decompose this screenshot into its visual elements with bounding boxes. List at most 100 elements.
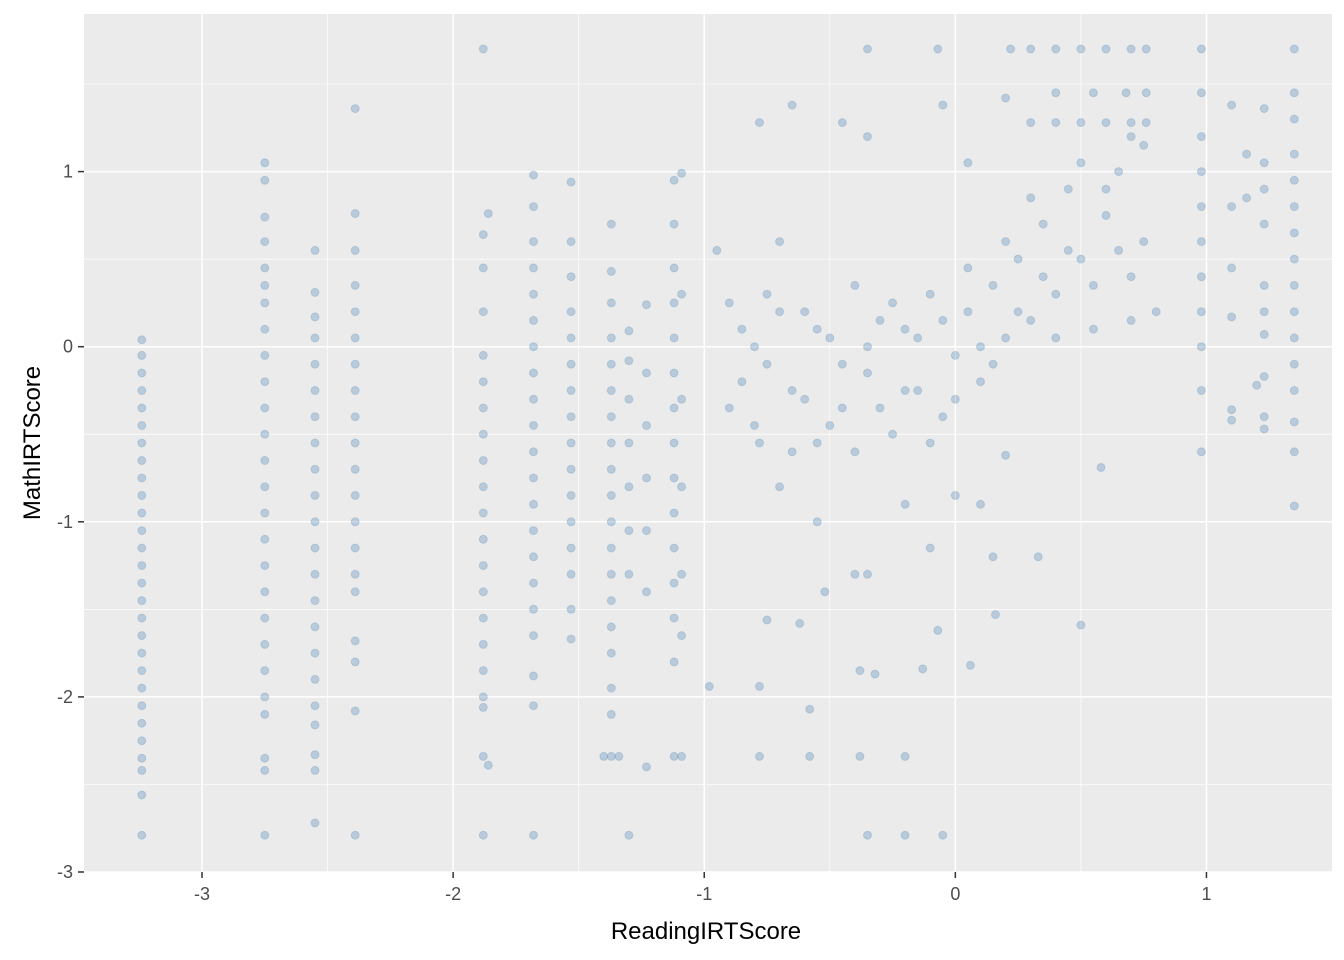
data-point [260,709,270,719]
data-point [1289,417,1299,427]
minor-gridlines [84,14,1332,872]
data-point [855,751,865,761]
data-point [566,307,576,317]
data-point [260,403,270,413]
data-point [1076,620,1086,630]
data-point [310,543,320,553]
data-point [1227,100,1237,110]
data-point [1088,324,1098,334]
data-point [137,335,147,345]
data-point [478,534,488,544]
data-point [737,324,747,334]
data-point [350,636,360,646]
data-point [1076,254,1086,264]
data-point [1259,184,1269,194]
data-point [310,333,320,343]
data-point [669,175,679,185]
data-point [350,386,360,395]
data-point [988,280,998,290]
data-point [137,765,147,775]
data-point [755,118,764,128]
data-point [1038,272,1048,282]
data-point [260,561,270,571]
data-point [606,219,616,229]
data-point [529,552,538,562]
data-point [677,751,687,761]
y-tick-label: -3 [57,862,73,882]
data-point [1126,315,1136,325]
data-point [350,491,360,500]
data-point [712,245,722,255]
data-point [606,386,616,395]
data-point [260,508,270,518]
x-tick-label: -3 [194,884,210,904]
data-point [1114,245,1124,255]
data-point [938,315,948,325]
y-tick-label: -1 [57,512,73,532]
data-point [137,543,147,553]
data-point [863,830,872,840]
data-point [478,263,488,273]
data-point [976,377,985,387]
data-point [677,394,687,404]
data-point [260,280,270,290]
x-axis: -3 -2 -1 0 1 [194,872,1211,904]
data-point [950,350,960,360]
data-point [478,350,488,360]
data-point [624,438,634,448]
data-point [938,830,948,840]
data-point [988,552,998,562]
data-point [1259,412,1269,422]
data-point [483,209,493,219]
data-point [310,412,320,422]
data-point [1289,501,1299,511]
data-point [1242,193,1252,203]
data-point [566,438,576,448]
data-point [775,482,785,492]
data-point [669,333,679,343]
data-point [260,212,270,222]
major-gridlines [84,14,1332,873]
data-point [1242,149,1252,159]
data-point [888,298,898,308]
data-point [1026,193,1036,203]
data-point [137,578,147,588]
data-point [1289,202,1299,212]
data-point [950,491,960,500]
data-point [1289,307,1299,317]
data-point [875,315,885,325]
data-point [1227,405,1237,415]
x-tick-label: -2 [445,884,461,904]
data-point [750,342,759,352]
data-point [1006,44,1016,54]
data-point [624,830,634,840]
data-point [925,438,935,448]
data-point [1101,184,1111,194]
data-point [310,674,320,684]
data-point [1151,307,1161,317]
data-point [724,403,734,413]
data-point [566,491,576,500]
data-point [850,280,860,290]
data-point [478,377,488,387]
data-point [478,666,488,676]
data-point [1026,315,1036,325]
data-points [137,44,1299,840]
data-point [260,324,270,334]
data-point [1063,245,1073,255]
data-point [137,403,147,413]
data-point [137,596,147,606]
data-point [762,615,772,625]
data-point [566,543,576,553]
data-point [606,709,616,719]
data-point [350,543,360,553]
data-point [566,569,576,579]
data-point [976,499,985,509]
data-point [137,666,147,676]
y-axis-title: MathIRTScore [19,366,46,520]
data-point [478,561,488,571]
data-point [888,429,898,439]
data-point [310,701,320,711]
data-point [812,324,822,334]
data-point [137,718,147,728]
